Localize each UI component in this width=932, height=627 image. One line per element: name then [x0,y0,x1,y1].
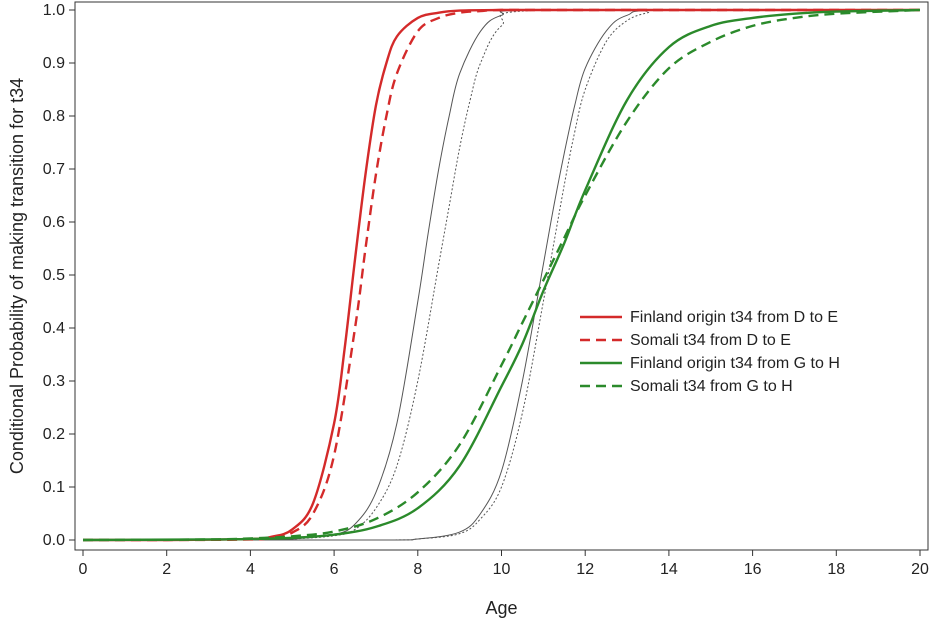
legend-label-1: Finland origin t34 from D to E [630,309,838,326]
y-tick-label: 0.5 [43,267,65,284]
x-tick-label: 4 [246,561,255,578]
x-axis: 0 2 4 6 8 10 12 14 16 18 20 [79,550,929,578]
y-tick-label: 0.7 [43,161,65,178]
y-tick-label: 0.4 [43,320,65,337]
reference-curve-3 [83,9,920,541]
legend: Finland origin t34 from D to E Somali t34… [580,309,840,395]
y-axis-title: Conditional Probability of making transi… [7,78,27,474]
series-line-3 [82,8,921,542]
series-line-2 [83,8,920,542]
legend-label-4: Somali t34 from G to H [630,378,793,395]
x-tick-label: 16 [744,561,762,578]
y-tick-label: 0.9 [43,55,65,72]
y-tick-label: 0.8 [43,108,65,125]
series-line-4 [82,8,921,542]
y-tick-label: 0.3 [43,373,65,390]
x-tick-label: 20 [911,561,929,578]
x-tick-label: 14 [660,561,678,578]
x-tick-label: 10 [493,561,511,578]
x-tick-label: 18 [827,561,845,578]
legend-label-3: Finland origin t34 from G to H [630,355,840,372]
reference-curve-4 [83,9,920,541]
x-tick-label: 2 [162,561,171,578]
x-tick-label: 8 [413,561,422,578]
x-tick-label: 6 [330,561,339,578]
y-axis: 0.0 0.1 0.2 0.3 0.4 0.5 0.6 0.7 0.8 0.9 1.0 [43,2,75,549]
series-lines [82,8,921,542]
y-tick-label: 0.1 [43,479,65,496]
reference-curve-2 [83,9,920,541]
y-tick-label: 1.0 [43,2,65,19]
x-axis-title: Age [485,598,517,618]
x-tick-label: 0 [79,561,88,578]
y-tick-label: 0.2 [43,426,65,443]
y-tick-label: 0.0 [43,532,65,549]
x-tick-label: 12 [576,561,594,578]
legend-label-2: Somali t34 from D to E [630,332,791,349]
y-tick-label: 0.6 [43,214,65,231]
